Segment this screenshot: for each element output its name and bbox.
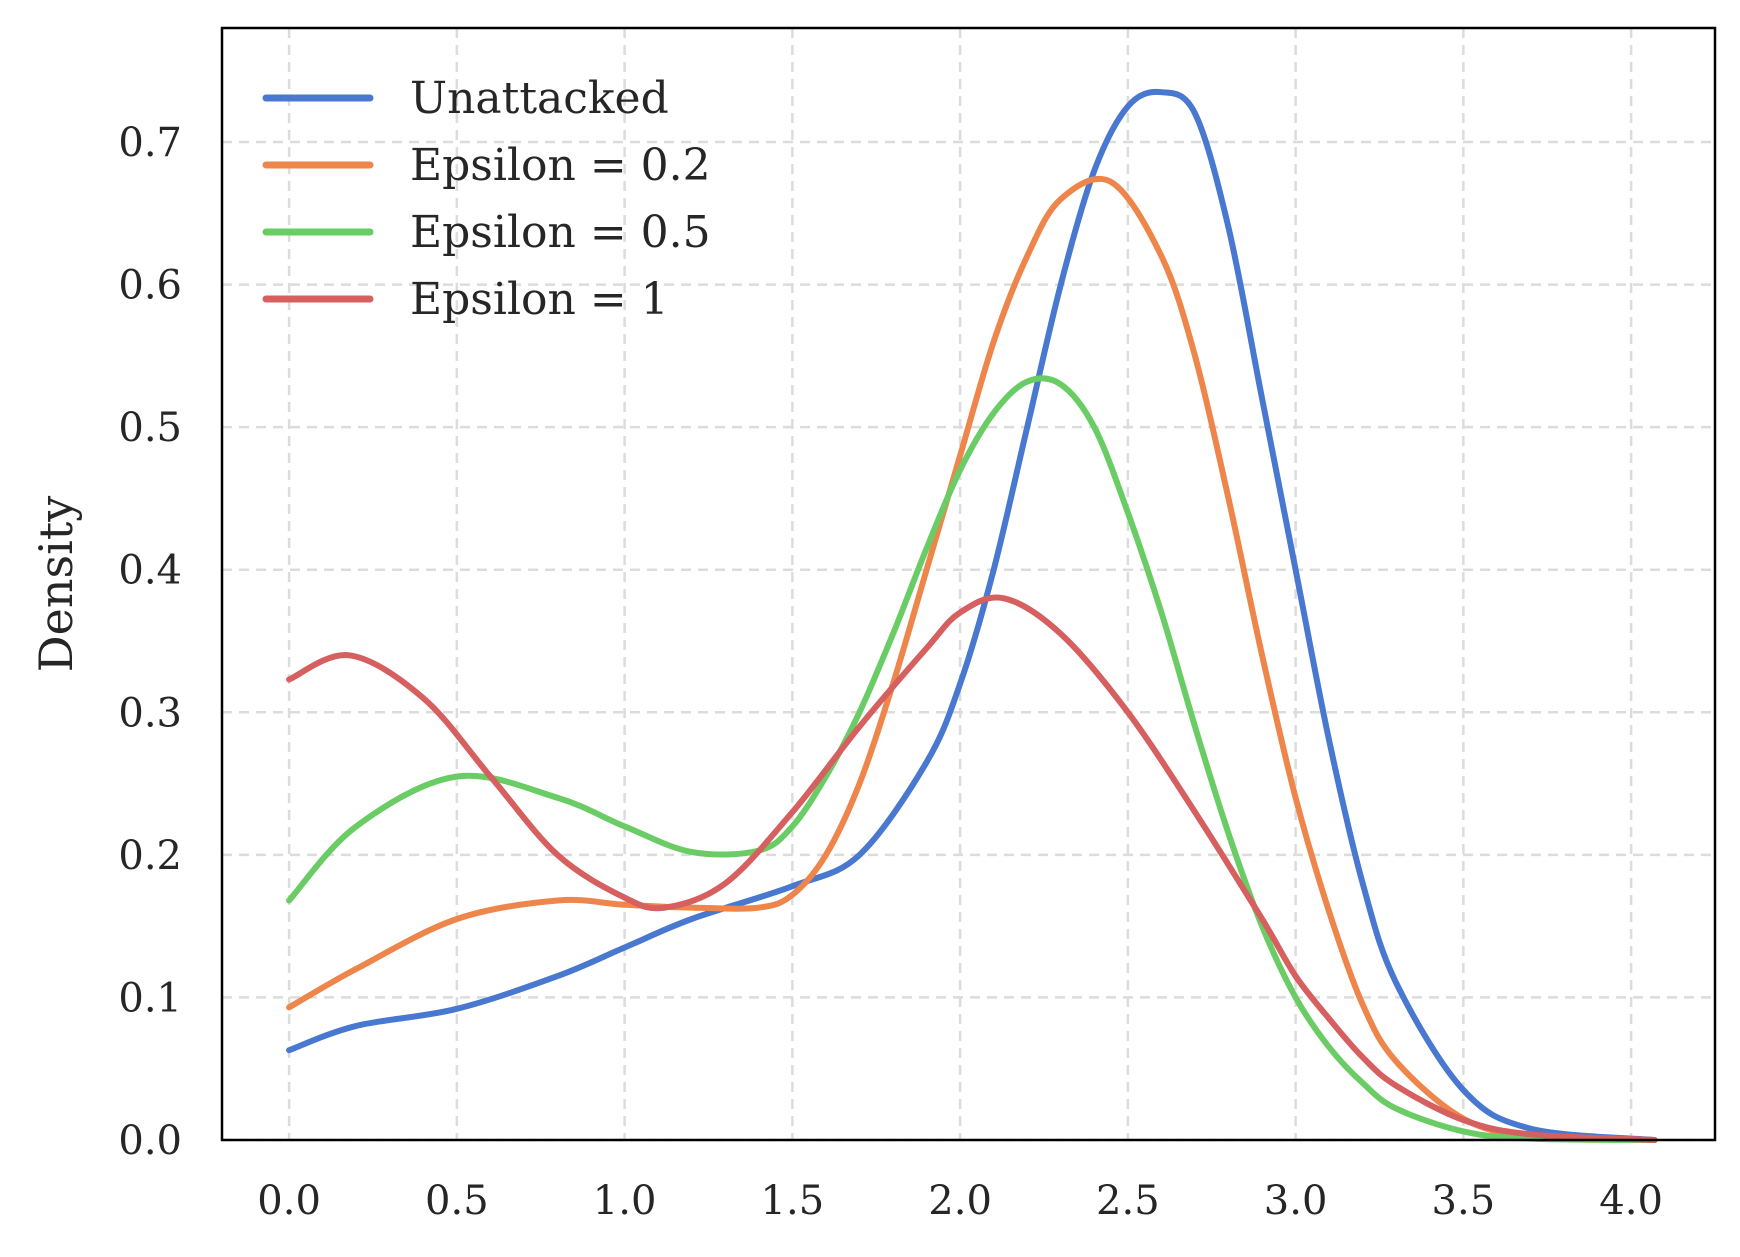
legend-item-unattacked: Unattacked bbox=[262, 73, 669, 124]
x-tick-label: 1.5 bbox=[761, 1178, 825, 1224]
y-tick-label: 0.7 bbox=[118, 120, 182, 166]
y-tick-label: 0.1 bbox=[118, 975, 182, 1021]
x-tick-label: 3.5 bbox=[1432, 1178, 1496, 1224]
grid-lines bbox=[222, 28, 1715, 1142]
y-tick-label: 0.2 bbox=[118, 833, 182, 879]
legend-item-epsilon-0-5: Epsilon = 0.5 bbox=[262, 207, 711, 258]
x-tick-label: 1.0 bbox=[593, 1178, 657, 1224]
legend-label: Unattacked bbox=[410, 73, 669, 124]
x-tick-label: 2.5 bbox=[1096, 1178, 1160, 1224]
legend-label: Epsilon = 0.2 bbox=[410, 140, 711, 191]
y-tick-label: 0.4 bbox=[118, 548, 182, 594]
legend-label: Epsilon = 1 bbox=[410, 274, 669, 325]
legend: Unattacked Epsilon = 0.2 Epsilon = 0.5 Epsi… bbox=[262, 73, 711, 325]
y-axis-label: Density bbox=[29, 496, 83, 673]
series-line-epsilon-0-5 bbox=[286, 375, 1658, 1143]
x-tick-labels: 0.0 0.5 1.0 1.5 2.0 2.5 3.0 3.5 4.0 bbox=[257, 1178, 1663, 1224]
x-tick-label: 0.5 bbox=[425, 1178, 489, 1224]
y-tick-label: 0.3 bbox=[118, 690, 182, 736]
legend-label: Epsilon = 0.5 bbox=[410, 207, 711, 258]
plot-frame bbox=[220, 26, 1717, 1142]
series-lines bbox=[286, 88, 1658, 1143]
y-tick-label: 0.6 bbox=[118, 263, 182, 309]
x-tick-label: 0.0 bbox=[257, 1178, 321, 1224]
y-tick-label: 0.0 bbox=[118, 1118, 182, 1164]
x-tick-label: 3.0 bbox=[1264, 1178, 1328, 1224]
y-tick-labels: 0.0 0.1 0.2 0.3 0.4 0.5 0.6 0.7 bbox=[118, 120, 182, 1164]
x-tick-label: 4.0 bbox=[1599, 1178, 1663, 1224]
legend-item-epsilon-0-2: Epsilon = 0.2 bbox=[262, 140, 711, 191]
y-tick-label: 0.5 bbox=[118, 405, 182, 451]
series-line-epsilon-1 bbox=[286, 594, 1658, 1143]
legend-item-epsilon-1: Epsilon = 1 bbox=[262, 274, 669, 325]
x-tick-label: 2.0 bbox=[928, 1178, 992, 1224]
